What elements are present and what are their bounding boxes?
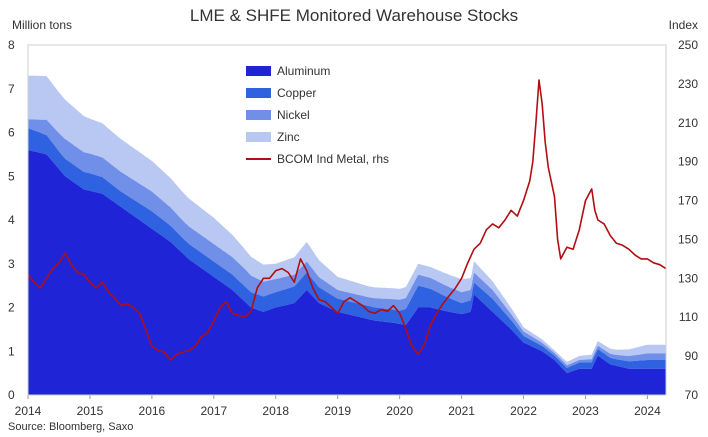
y-tick-label-6: 6 [8, 126, 15, 140]
x-tick-label-1: 2015 [77, 404, 104, 418]
x-tick-label-10: 2024 [634, 404, 661, 418]
x-tick-label-4: 2018 [262, 404, 289, 418]
x-tick-label-5: 2019 [324, 404, 351, 418]
y2-tick-label-2: 110 [679, 310, 698, 324]
legend-label-aluminum: Aluminum [277, 64, 330, 78]
legend-label-nickel: Nickel [277, 108, 310, 122]
x-tick-labels: 2014 2015 2016 2017 2018 2019 2020 2021 2022 2023… [15, 395, 661, 418]
plot-frame [27, 44, 667, 396]
legend: Aluminum Copper Nickel Zinc BCOM Ind Metal, … [240, 54, 390, 170]
stacked-areas [28, 75, 666, 395]
x-tick-label-0: 2014 [15, 404, 42, 418]
y2-tick-label-3: 130 [678, 271, 698, 285]
source-note: Source: Bloomberg, Saxo [8, 421, 133, 433]
y2-tick-label-7: 210 [678, 116, 698, 130]
y-tick-label-1: 1 [8, 344, 15, 358]
y-tick-label-0: 0 [8, 388, 15, 402]
x-tick-label-7: 2021 [448, 404, 475, 418]
x-tick-label-3: 2017 [200, 404, 227, 418]
chart-title: LME & SHFE Monitored Warehouse Stocks [190, 6, 518, 25]
x-tick-label-8: 2022 [510, 404, 537, 418]
x-tick-label-2: 2016 [139, 404, 166, 418]
legend-swatch-aluminum [246, 66, 271, 76]
legend-swatch-zinc [246, 132, 271, 142]
legend-label-copper: Copper [277, 86, 316, 100]
x-tick-label-9: 2023 [572, 404, 599, 418]
y2-tick-label-8: 230 [678, 77, 698, 91]
y-axis-label: Million tons [12, 18, 72, 32]
x-tick-label-6: 2020 [386, 404, 413, 418]
y2-tick-label-6: 190 [678, 155, 698, 169]
y2-tick-label-1: 90 [685, 349, 699, 363]
legend-swatch-nickel [246, 110, 271, 120]
y-tick-label-4: 4 [8, 213, 15, 227]
y-tick-label-7: 7 [8, 82, 15, 96]
legend-label-zinc: Zinc [277, 130, 300, 144]
legend-swatch-copper [246, 88, 271, 98]
line-series [27, 79, 667, 361]
y2-tick-labels: 70 90 110 130 150 170 190 210 230 250 [678, 38, 698, 402]
y2-tick-label-4: 150 [678, 232, 698, 246]
y-tick-label-2: 2 [8, 301, 15, 315]
y-tick-labels: 0 1 2 3 4 5 6 7 8 [8, 38, 15, 402]
line-bcom-ind-metal [27, 79, 667, 361]
legend-label-bcom-ind-metal-rhs: BCOM Ind Metal, rhs [277, 152, 389, 166]
y-tick-label-8: 8 [8, 38, 15, 52]
area-aluminum [28, 150, 666, 395]
y-tick-label-5: 5 [8, 169, 15, 183]
y2-tick-label-9: 250 [678, 38, 698, 52]
y2-tick-label-5: 170 [678, 194, 698, 208]
y2-tick-label-0: 70 [685, 388, 699, 402]
y-tick-label-3: 3 [8, 257, 15, 271]
y2-axis-label: Index [669, 18, 698, 32]
